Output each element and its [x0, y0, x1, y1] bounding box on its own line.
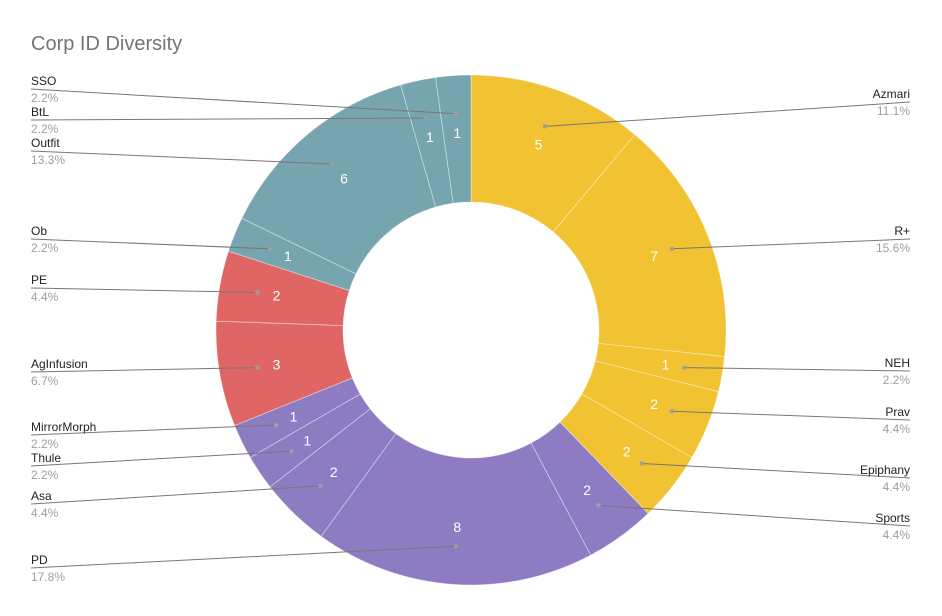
slice-aginfusion[interactable] — [215, 320, 353, 427]
leader-dot-btl — [423, 115, 429, 121]
slice-label-btl: BtL — [31, 105, 49, 119]
leader-dot-azmari — [542, 124, 548, 129]
leader-line-azmari — [545, 101, 911, 127]
slice-value-pe: 2 — [273, 288, 281, 304]
leader-line-thule — [30, 450, 292, 467]
slice-value-outfit: 6 — [340, 171, 348, 187]
leader-line-ob — [30, 238, 271, 250]
slice-percent-epiphany: 4.4% — [883, 480, 911, 494]
slice-value-btl: 1 — [426, 129, 434, 145]
slice-label-thule: Thule — [31, 451, 61, 465]
slice-value-ob: 1 — [284, 248, 292, 264]
leader-dot-mirrormorph — [273, 422, 279, 428]
slice-percent-prav: 4.4% — [883, 422, 911, 436]
leader-line-sso — [30, 88, 456, 115]
leader-dot-epiphany — [639, 461, 645, 466]
slice-label-mirrormorph: MirrorMorph — [31, 420, 96, 434]
leader-dot-asa — [318, 483, 323, 489]
slice-percent-thule: 2.2% — [31, 468, 59, 482]
slice-sso[interactable] — [435, 74, 472, 204]
leader-line-pe — [30, 287, 258, 293]
slice-label-pd: PD — [31, 553, 48, 567]
slice-percent-aginfusion: 6.7% — [31, 374, 59, 388]
leader-dot-thule — [289, 449, 294, 454]
slice-label-aginfusion: AgInfusion — [31, 357, 88, 371]
leader-line-r- — [671, 238, 911, 250]
slice-label-sports: Sports — [875, 511, 910, 525]
leader-dot-outfit — [329, 161, 334, 167]
slice-asa[interactable] — [269, 408, 397, 537]
slice-value-r-: 7 — [650, 248, 658, 264]
slice-percent-btl: 2.2% — [31, 122, 59, 136]
slice-percent-pe: 4.4% — [31, 290, 59, 304]
slice-percent-azmari: 11.1% — [877, 104, 910, 118]
slice-value-prav: 2 — [650, 396, 658, 412]
slice-outfit[interactable] — [241, 84, 437, 275]
slice-label-r-: R+ — [894, 224, 910, 238]
leader-dot-neh — [682, 365, 687, 370]
chart-title: Corp ID Diversity — [31, 33, 182, 55]
slice-percent-outfit: 13.3% — [31, 153, 65, 167]
slice-value-mirrormorph: 1 — [290, 409, 298, 425]
slices-group — [215, 74, 727, 586]
slice-label-outfit: Outfit — [31, 136, 60, 150]
slice-percent-pd: 17.8% — [31, 570, 65, 584]
leader-line-sports — [598, 504, 911, 527]
slice-value-asa: 2 — [330, 464, 338, 480]
leader-line-pd — [30, 545, 456, 569]
leader-line-btl — [30, 117, 426, 121]
slice-label-asa: Asa — [31, 489, 52, 503]
slice-value-thule: 1 — [303, 432, 311, 448]
leader-dot-pe — [255, 290, 260, 295]
slice-value-neh: 1 — [662, 356, 670, 372]
slice-label-prav: Prav — [885, 405, 910, 419]
slice-value-aginfusion: 3 — [273, 356, 281, 372]
leader-line-mirrormorph — [30, 424, 277, 436]
slice-value-pd: 8 — [453, 519, 461, 535]
slice-value-sso: 1 — [453, 125, 461, 141]
leader-line-asa — [30, 485, 321, 505]
slice-percent-sports: 4.4% — [883, 528, 911, 542]
leader-line-aginfusion — [30, 367, 258, 373]
leader-line-outfit — [30, 150, 332, 165]
slice-percent-r-: 15.6% — [876, 241, 910, 255]
slice-percent-neh: 2.2% — [883, 373, 911, 387]
slice-pe[interactable] — [215, 250, 350, 326]
slice-epiphany[interactable] — [559, 393, 693, 514]
slice-mirrormorph[interactable] — [234, 377, 361, 459]
slice-sports[interactable] — [530, 421, 649, 556]
slice-labels-group: Azmari 11.1% R+ 15.6% NEH 2.2% Prav 4.4% Epiphan… — [30, 74, 911, 584]
leader-dot-aginfusion — [255, 365, 260, 370]
leader-line-prav — [671, 410, 911, 421]
leader-dot-pd — [453, 544, 459, 549]
leader-dot-r- — [669, 246, 675, 252]
leader-line-neh — [684, 367, 911, 372]
slice-btl[interactable] — [400, 77, 454, 208]
slice-label-sso: SSO — [31, 74, 56, 88]
slice-r-[interactable] — [552, 134, 727, 358]
slice-percent-mirrormorph: 2.2% — [31, 437, 59, 451]
slice-label-azmari: Azmari — [873, 87, 910, 101]
slice-label-epiphany: Epiphany — [860, 463, 910, 477]
leader-dot-sso — [453, 111, 459, 116]
leader-line-epiphany — [641, 462, 911, 479]
slice-value-azmari: 5 — [535, 136, 543, 152]
slice-label-ob: Ob — [31, 224, 47, 238]
slice-percent-asa: 4.4% — [31, 506, 59, 520]
slice-percent-sso: 2.2% — [31, 91, 59, 105]
slice-value-epiphany: 2 — [623, 444, 631, 460]
leader-dot-ob — [267, 246, 273, 252]
slice-percent-ob: 2.2% — [31, 241, 59, 255]
slice-value-sports: 2 — [583, 482, 591, 498]
leader-dot-sports — [596, 503, 601, 508]
slice-pd[interactable] — [320, 432, 592, 586]
slice-azmari[interactable] — [470, 74, 636, 233]
slice-label-neh: NEH — [885, 356, 910, 370]
slice-thule[interactable] — [249, 393, 371, 488]
slice-label-pe: PE — [31, 273, 47, 287]
leader-dot-prav — [669, 408, 675, 414]
